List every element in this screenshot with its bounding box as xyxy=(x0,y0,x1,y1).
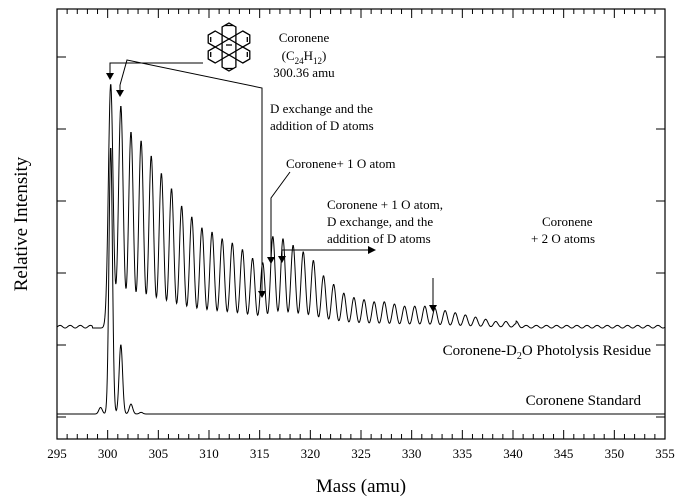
axis-ticks xyxy=(56,9,666,439)
formula-close: ) xyxy=(322,48,326,63)
formula-mid: H xyxy=(304,48,313,63)
x-tick-label: 305 xyxy=(149,446,169,461)
coronene-structure-icon xyxy=(207,22,251,72)
x-tick-label: 330 xyxy=(402,446,422,461)
molecule-mass: 300.36 amu xyxy=(273,65,335,80)
x-tick-label: 300 xyxy=(98,446,118,461)
trace-coronene-standard xyxy=(57,148,665,415)
annotation-two-o-line1: Coronene xyxy=(542,214,593,229)
annotation-arrows xyxy=(106,59,437,312)
arrowhead-molecule xyxy=(106,73,114,80)
formula-sub1: 24 xyxy=(295,56,305,66)
x-tick-label: 345 xyxy=(554,446,574,461)
x-tick-label: 340 xyxy=(503,446,523,461)
trace-label-main: Coronene-D xyxy=(443,343,517,359)
x-tick-label: 320 xyxy=(301,446,321,461)
x-axis-title: Mass (amu) xyxy=(316,476,406,497)
arrow-molecule xyxy=(109,62,203,75)
annotation-one-o-d-line3: addition of D atoms xyxy=(327,231,431,246)
arrowhead-two-o xyxy=(429,305,437,312)
x-tick-labels: 295 300 305 310 315 320 325 330 335 340 345 350 355 xyxy=(47,446,675,461)
arrow-one-o-d xyxy=(281,249,370,258)
arrowhead-one-o-d-right xyxy=(368,246,376,254)
annotation-two-o-line2: + 2 O atoms xyxy=(531,231,595,246)
arrowhead-one-o xyxy=(267,257,275,264)
y-axis-title: Relative Intensity xyxy=(11,156,32,291)
x-tick-label: 315 xyxy=(250,446,270,461)
x-tick-label: 325 xyxy=(351,446,371,461)
trace-photolysis-residue xyxy=(56,84,665,329)
annotation-one-o-d-line2: D exchange, and the xyxy=(327,214,433,229)
trace-label-coronene-standard: Coronene Standard xyxy=(526,393,642,409)
formula-open: (C xyxy=(282,48,295,63)
arrow-one-o xyxy=(270,171,291,259)
trace-label-tail: O Photolysis Residue xyxy=(522,343,652,359)
annotation-d-exchange-line2: addition of D atoms xyxy=(270,118,374,133)
trace-label-sub: 2 xyxy=(517,351,522,362)
x-tick-label: 350 xyxy=(605,446,625,461)
molecule-name: Coronene xyxy=(279,30,330,45)
formula-sub2: 12 xyxy=(313,56,322,66)
arrowhead-d-exchange-left xyxy=(116,90,124,97)
annotation-one-o-atom: Coronene+ 1 O atom xyxy=(286,156,396,171)
x-tick-label: 335 xyxy=(453,446,473,461)
molecule-formula: (C24H12) xyxy=(282,48,327,66)
annotation-d-exchange-line1: D exchange and the xyxy=(270,101,373,116)
x-tick-label: 310 xyxy=(199,446,219,461)
arrow-d-exchange xyxy=(119,59,263,293)
arrowhead-one-o-d-down xyxy=(278,256,286,263)
x-tick-label: 295 xyxy=(47,446,67,461)
trace-label-photolysis-residue: Coronene-D2O Photolysis Residue xyxy=(443,343,652,362)
x-tick-label: 355 xyxy=(655,446,675,461)
annotation-one-o-d-line1: Coronene + 1 O atom, xyxy=(327,197,443,212)
arrowhead-d-exchange-right xyxy=(258,291,266,298)
